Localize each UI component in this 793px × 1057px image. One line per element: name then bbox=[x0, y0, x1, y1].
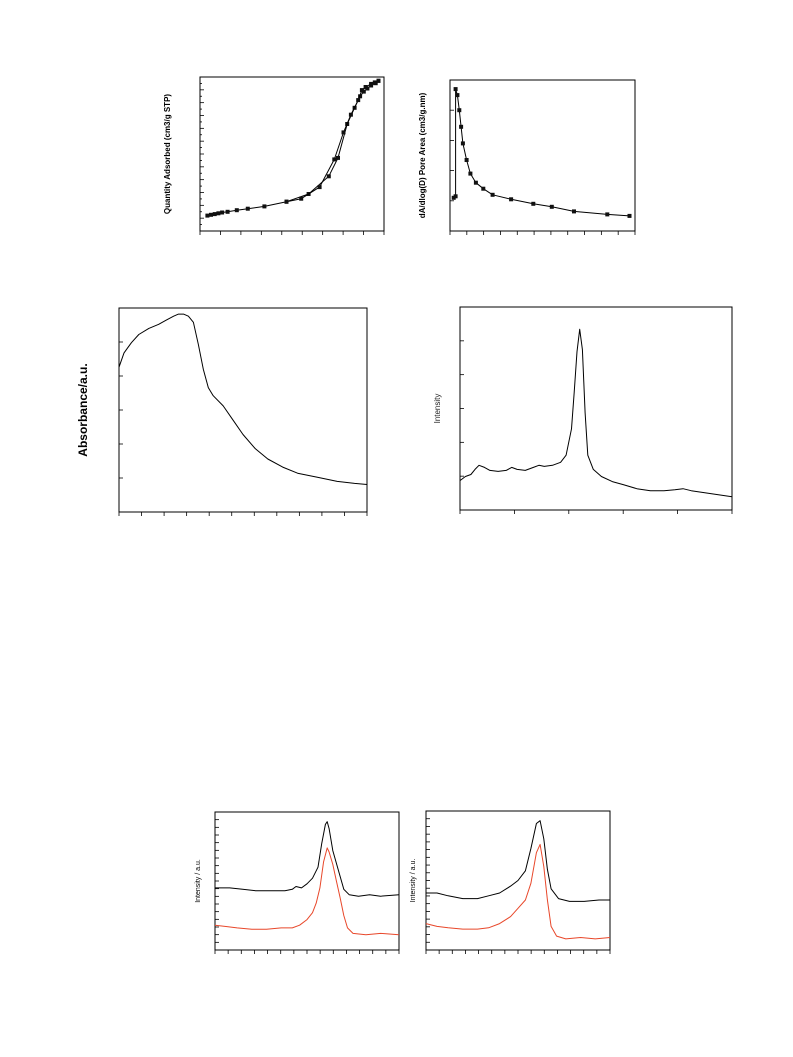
data-point-marker bbox=[457, 108, 462, 113]
data-point-marker bbox=[317, 185, 322, 190]
data-point-marker bbox=[359, 88, 364, 93]
data-point-marker bbox=[205, 213, 210, 218]
data-point-marker bbox=[234, 208, 239, 213]
data-point-marker bbox=[348, 112, 353, 117]
series-2-line bbox=[214, 847, 400, 936]
pore-area-distribution-chart: dA/dlog(D) Pore Area (cm3/g.nm) bbox=[418, 79, 636, 235]
data-point-marker bbox=[376, 78, 381, 83]
data-point-marker bbox=[464, 158, 469, 162]
series-1-line bbox=[426, 820, 610, 902]
plot-frame bbox=[214, 811, 400, 951]
y-axis-label: Intensity / a.u. bbox=[195, 859, 202, 903]
data-point-marker bbox=[262, 204, 267, 209]
series-1-line bbox=[459, 328, 733, 498]
data-point-marker bbox=[460, 141, 465, 146]
data-point-marker bbox=[216, 211, 221, 216]
plot-frame bbox=[459, 306, 733, 511]
data-point-marker bbox=[299, 196, 304, 201]
data-point-marker bbox=[605, 212, 610, 217]
data-point-marker bbox=[356, 98, 361, 103]
data-point-marker bbox=[220, 210, 225, 215]
data-point-marker bbox=[225, 209, 230, 214]
data-point-marker bbox=[341, 130, 346, 135]
y-axis-label: Absorbance/a.u. bbox=[76, 363, 90, 456]
series-1-line bbox=[453, 88, 630, 217]
data-point-marker bbox=[332, 157, 337, 162]
data-point-marker bbox=[531, 201, 536, 206]
uv-vis-absorbance-chart: Absorbance/a.u. bbox=[76, 307, 368, 516]
series-1-line bbox=[118, 313, 368, 485]
data-point-marker bbox=[369, 81, 374, 86]
xps-right-chart: Intensity / a.u. bbox=[410, 810, 611, 954]
nitrogen-isotherm-chart: Quantity Adsorbed (cm3/g STP) bbox=[163, 76, 385, 235]
data-point-marker bbox=[284, 199, 289, 204]
data-point-marker bbox=[481, 186, 486, 191]
data-point-marker bbox=[209, 212, 213, 217]
y-axis-label: Intensity bbox=[433, 394, 442, 424]
data-point-marker bbox=[459, 124, 464, 129]
data-point-marker bbox=[627, 213, 632, 218]
data-point-marker bbox=[490, 192, 495, 197]
data-point-marker bbox=[473, 180, 478, 185]
y-axis-label: Intensity / a.u. bbox=[410, 859, 417, 903]
data-point-marker bbox=[336, 155, 340, 160]
y-axis-label: Quantity Adsorbed (cm3/g STP) bbox=[163, 94, 172, 214]
series-2-line bbox=[425, 843, 611, 940]
data-point-marker bbox=[453, 194, 458, 199]
data-point-marker bbox=[363, 85, 368, 89]
series-2-line bbox=[286, 80, 379, 203]
data-point-marker bbox=[326, 174, 331, 179]
plot-frame bbox=[118, 307, 368, 513]
data-point-marker bbox=[372, 80, 377, 85]
series-1-line bbox=[215, 821, 400, 897]
plot-frame bbox=[449, 79, 636, 232]
xps-left-chart: Intensity / a.u. bbox=[195, 811, 400, 954]
series-1-line bbox=[207, 80, 379, 217]
data-point-marker bbox=[549, 204, 554, 209]
data-point-marker bbox=[455, 93, 460, 98]
data-point-marker bbox=[245, 206, 250, 211]
y-axis-label: dA/dlog(D) Pore Area (cm3/g.nm) bbox=[418, 92, 427, 218]
data-point-marker bbox=[453, 87, 458, 92]
data-point-marker bbox=[212, 212, 217, 217]
data-point-marker bbox=[572, 209, 576, 214]
xrd-pattern-chart: Intensity bbox=[433, 306, 733, 514]
data-point-marker bbox=[509, 197, 514, 202]
data-point-marker bbox=[468, 171, 473, 176]
